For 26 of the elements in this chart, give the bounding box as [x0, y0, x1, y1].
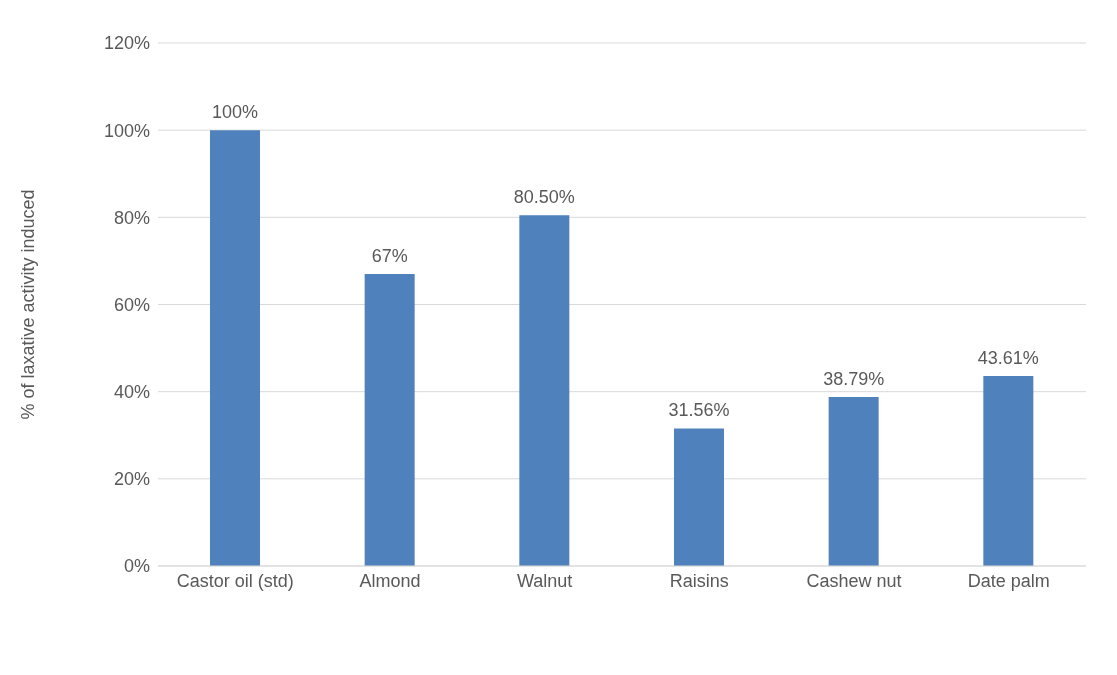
x-tick-label: Castor oil (std)	[176, 570, 294, 591]
y-tick-label: 80%	[113, 207, 150, 228]
x-tick-label: Walnut	[516, 570, 573, 591]
data-label: 80.50%	[513, 187, 575, 208]
data-label: 67%	[371, 245, 408, 266]
bar	[519, 215, 570, 566]
y-tick-label: 40%	[113, 382, 150, 403]
y-tick-label: 0%	[123, 556, 150, 577]
y-tick-label: 100%	[103, 120, 150, 141]
bar	[364, 273, 415, 566]
bar	[983, 375, 1034, 566]
bar	[674, 428, 724, 566]
data-label: 100%	[211, 102, 259, 123]
y-tick-label: 120%	[103, 33, 150, 54]
y-tick-label: 60%	[113, 294, 150, 315]
x-tick-label: Raisins	[669, 570, 729, 591]
bar	[210, 130, 260, 566]
bar	[828, 396, 879, 566]
y-tick-label: 20%	[113, 469, 150, 490]
x-tick-label: Almond	[359, 570, 421, 591]
x-tick-label: Date palm	[967, 570, 1050, 591]
data-label: 31.56%	[668, 400, 730, 421]
data-label: 43.61%	[977, 347, 1039, 368]
y-axis-title: % of laxative activity induced	[18, 189, 39, 420]
data-label: 38.79%	[823, 368, 885, 389]
x-tick-label: Cashew nut	[806, 570, 902, 591]
